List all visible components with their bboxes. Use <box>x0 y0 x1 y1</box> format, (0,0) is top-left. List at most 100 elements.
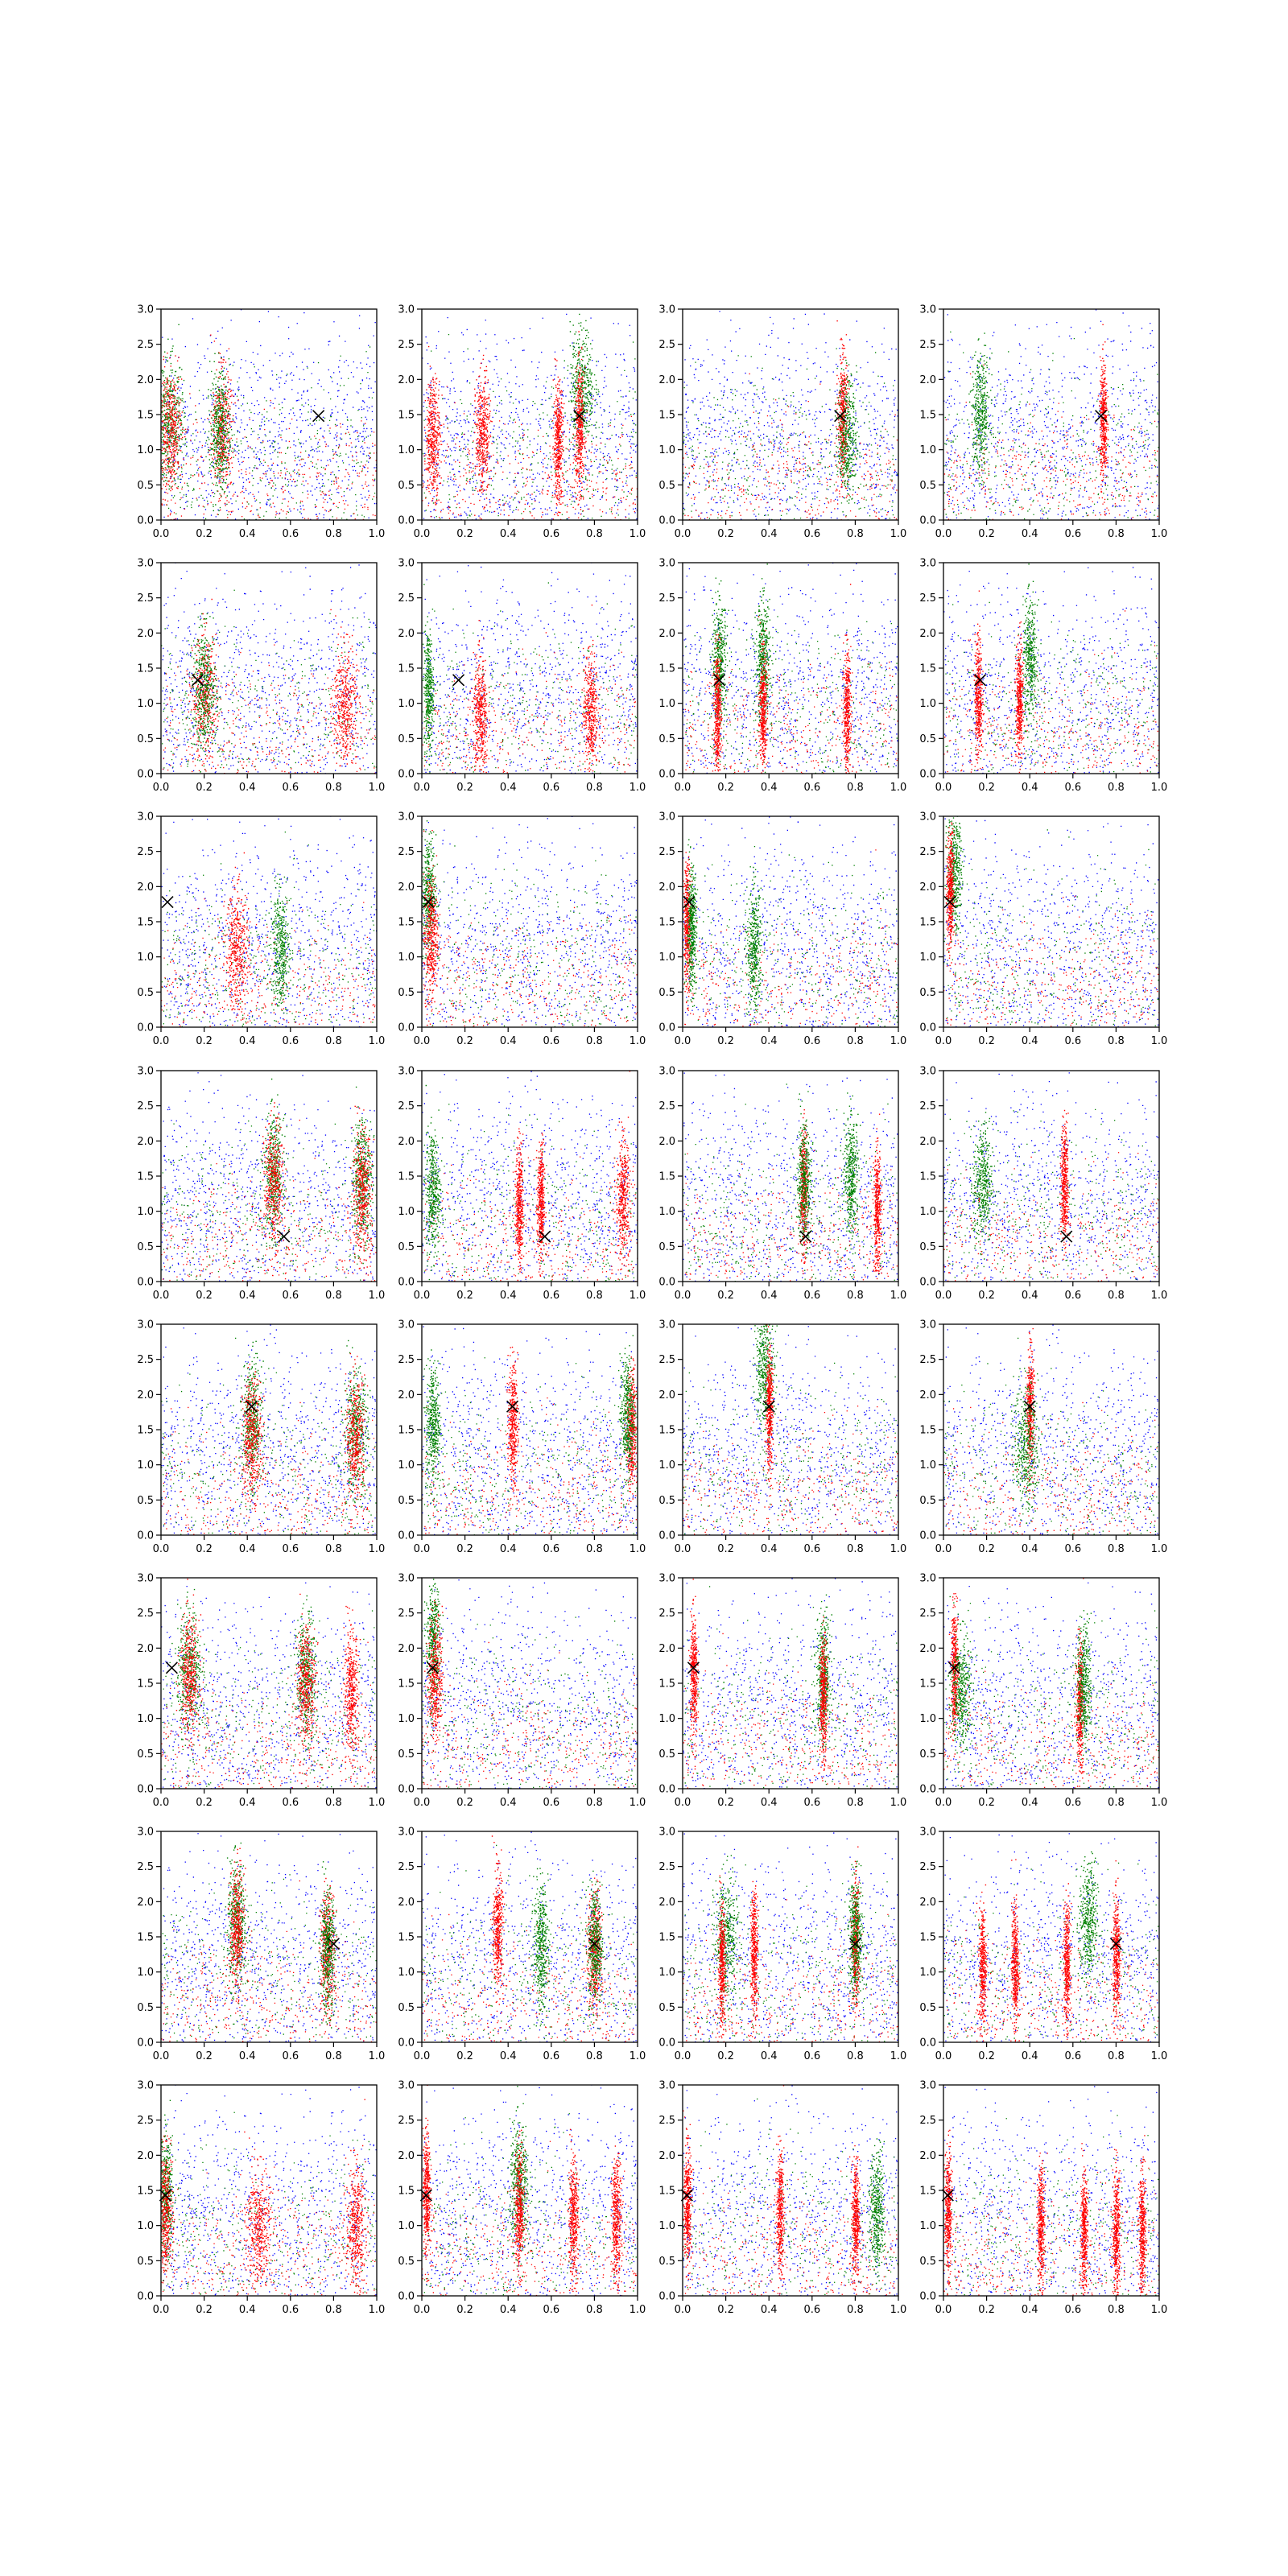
x-tick-label: 0.4 <box>500 782 517 794</box>
y-tick-label: 2.5 <box>658 1354 675 1366</box>
y-tick-label: 3.0 <box>137 811 154 824</box>
y-tick-label: 1.5 <box>398 663 415 675</box>
y-tick-label: 0.0 <box>658 1784 675 1796</box>
y-tick-label: 0.0 <box>137 1277 154 1289</box>
y-tick-label: 1.0 <box>137 698 154 710</box>
x-tick-label: 0.2 <box>196 1797 213 1809</box>
y-tick-label: 1.0 <box>137 952 154 964</box>
plot-area <box>161 1013 378 1282</box>
y-tick-label: 0.0 <box>919 1784 936 1796</box>
y-tick-label: 0.0 <box>658 2037 675 2050</box>
x-tick-label: 0.0 <box>935 1797 952 1809</box>
axes-frame <box>683 1831 898 2042</box>
y-tick-label: 0.5 <box>398 2002 415 2014</box>
red-cluster-points <box>945 822 957 966</box>
y-tick-label: 2.0 <box>398 1389 415 1402</box>
x-tick-label: 0.2 <box>978 2304 995 2316</box>
y-tick-label: 0.0 <box>919 515 936 527</box>
y-tick-label: 2.5 <box>658 592 675 605</box>
y-tick-label: 1.5 <box>137 917 154 929</box>
y-tick-label: 2.0 <box>137 374 154 386</box>
y-tick-label: 2.5 <box>919 592 936 605</box>
y-tick-label: 1.5 <box>919 1932 936 1944</box>
y-tick-label: 3.0 <box>137 2080 154 2092</box>
red-cluster-points <box>612 1071 634 1280</box>
axes-frame <box>422 816 638 1027</box>
x-tick-label: 0.0 <box>675 782 691 794</box>
y-tick-label: 3.0 <box>919 1573 936 1585</box>
y-tick-label: 1.0 <box>919 698 936 710</box>
y-tick-label: 1.0 <box>919 1206 936 1218</box>
y-tick-label: 0.0 <box>919 2291 936 2303</box>
x-tick-label: 0.8 <box>847 2304 864 2316</box>
y-tick-label: 1.0 <box>398 444 415 456</box>
x-tick-label: 0.0 <box>675 1543 691 1555</box>
scatter-panel-r6-c3: 0.0 0.2 0.4 0.6 0.8 1.00.00.51.01.52.02.53.0 <box>919 1787 1167 2062</box>
green-cluster-points <box>148 324 196 490</box>
y-tick-label: 0.0 <box>919 1530 936 1542</box>
blue-series-points <box>161 1796 378 2043</box>
y-tick-label: 0.0 <box>658 2291 675 2303</box>
x-tick-label: 0.2 <box>717 782 734 794</box>
x-tick-label: 0.2 <box>196 2304 213 2316</box>
x-tick-label: 1.0 <box>369 1797 386 1809</box>
red-cluster-points <box>610 2145 624 2293</box>
scatter-panel-r2-c1: 0.0 0.2 0.4 0.6 0.8 1.00.00.51.01.52.02.53.0 <box>398 789 646 1047</box>
y-tick-label: 2.5 <box>919 1354 936 1366</box>
red-series-points <box>943 896 1159 1027</box>
y-tick-label: 2.0 <box>398 1136 415 1148</box>
y-tick-label: 2.5 <box>137 339 154 351</box>
y-tick-label: 1.0 <box>398 698 415 710</box>
y-tick-label: 2.0 <box>398 1897 415 1909</box>
y-tick-label: 2.5 <box>398 1861 415 1873</box>
x-tick-label: 0.0 <box>414 782 431 794</box>
y-tick-label: 3.0 <box>919 1066 936 1078</box>
x-tick-label: 1.0 <box>630 528 646 540</box>
x-tick-label: 0.2 <box>196 1543 213 1555</box>
x-tick-label: 0.0 <box>675 1035 691 1047</box>
scatter-panel-r1-c2: 0.0 0.2 0.4 0.6 0.8 1.00.00.51.01.52.02.53.0 <box>658 535 906 794</box>
y-tick-label: 2.5 <box>137 846 154 858</box>
scatter-panel-r5-c3: 0.0 0.2 0.4 0.6 0.8 1.00.00.51.01.52.02.53.0 <box>919 1554 1167 1809</box>
y-tick-label: 1.5 <box>919 410 936 422</box>
y-tick-label: 0.5 <box>398 987 415 999</box>
red-cluster-points <box>849 2145 861 2295</box>
x-tick-label: 0.2 <box>456 2304 473 2316</box>
y-tick-label: 0.5 <box>658 733 675 745</box>
y-tick-label: 2.5 <box>658 1861 675 1873</box>
axes-frame <box>422 1831 638 2042</box>
y-tick-label: 0.5 <box>919 733 936 745</box>
y-tick-label: 2.0 <box>398 628 415 640</box>
red-cluster-points <box>469 620 490 774</box>
y-tick-label: 0.0 <box>398 1277 415 1289</box>
y-tick-label: 1.5 <box>398 1932 415 1944</box>
y-tick-label: 0.0 <box>398 1022 415 1034</box>
x-tick-label: 0.2 <box>196 1035 213 1047</box>
scatter-panel-r6-c2: 0.0 0.2 0.4 0.6 0.8 1.00.00.51.01.52.02.53.0 <box>658 1760 906 2062</box>
x-tick-label: 0.6 <box>803 2050 820 2062</box>
red-cluster-points <box>506 1347 520 1505</box>
red-series-points <box>422 1914 638 2044</box>
red-cluster-points <box>582 605 604 774</box>
x-tick-label: 0.8 <box>325 2304 342 2316</box>
y-tick-label: 2.0 <box>137 628 154 640</box>
y-tick-label: 1.5 <box>919 917 936 929</box>
y-tick-label: 1.0 <box>137 444 154 456</box>
x-tick-label: 0.8 <box>586 782 603 794</box>
x-tick-label: 0.8 <box>847 1290 864 1302</box>
x-tick-label: 0.6 <box>803 2304 820 2316</box>
plot-area <box>943 1554 1160 1790</box>
x-tick-label: 0.8 <box>1108 1035 1125 1047</box>
red-cluster-points <box>186 599 226 770</box>
scatter-panel-r1-c1: 0.0 0.2 0.4 0.6 0.8 1.00.00.51.01.52.02.53.0 <box>398 544 646 794</box>
y-tick-label: 1.0 <box>919 1713 936 1725</box>
y-tick-label: 0.5 <box>398 1748 415 1761</box>
x-tick-label: 0.4 <box>1022 2304 1038 2316</box>
y-tick-label: 0.5 <box>398 480 415 492</box>
red-series-points <box>422 1392 637 1535</box>
y-tick-label: 1.0 <box>398 952 415 964</box>
y-tick-label: 3.0 <box>137 1573 154 1585</box>
x-tick-label: 1.0 <box>1151 782 1168 794</box>
axes-frame <box>161 563 377 774</box>
green-series-points <box>161 590 377 774</box>
